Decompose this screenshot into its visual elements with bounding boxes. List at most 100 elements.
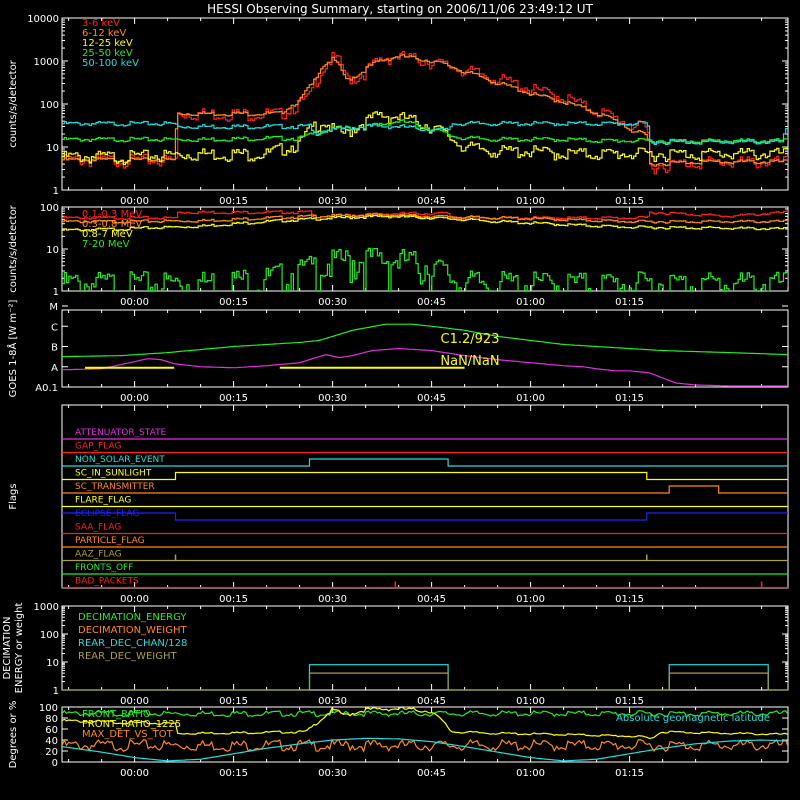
- panel-frame: [61, 309, 789, 388]
- series-max-det-vs-tot: [62, 738, 788, 753]
- flag-label-saa-flag: SAA_FLAG: [75, 523, 121, 533]
- x-tick-label: 00:30: [318, 196, 347, 207]
- series-front-ratio-1225: [62, 707, 788, 740]
- series-50-100-kev: [62, 120, 788, 145]
- series-12-25-kev: [62, 111, 788, 166]
- x-tick-label: 00:15: [219, 594, 248, 605]
- x-tick-label: 00:00: [120, 297, 149, 308]
- flag-label-gap-flag: GAP_FLAG: [75, 442, 121, 452]
- y-axis-label-line2: ENERGY or weight: [14, 603, 25, 694]
- x-tick-label: 00:00: [120, 196, 149, 207]
- y-tick-label: 10000: [27, 14, 59, 25]
- panel-flags: 00:00 00:15 00:30 00:45 01:00 01:15 Flags ATTEN…: [8, 404, 789, 605]
- y-tick-label: 10: [46, 658, 59, 669]
- flag-label-particle-flag: PARTICLE_FLAG: [75, 536, 145, 546]
- legend-50-100-kev: 50-100 keV: [82, 58, 139, 69]
- legend-max-det-vs-tot: MAX_DET_VS_TOT: [82, 729, 174, 740]
- series-goes-short: [62, 348, 788, 387]
- panel-lightcurves-high: 00:00 00:15 00:30 00:45 01:00 01:15 1 10 100 coun…: [8, 203, 789, 308]
- y-tick-label: 100: [39, 703, 58, 714]
- flag-label-eclipse-flag: ECLIPSE_FLAG: [75, 509, 139, 519]
- figure-title: HESSI Observing Summary, starting on 200…: [207, 2, 593, 16]
- y-tick-label: 10: [46, 143, 59, 154]
- x-tick-label: 01:00: [516, 696, 545, 707]
- legend-0-8-7-mev: 0.8-7 MeV: [82, 229, 133, 240]
- x-tick-label: 00:45: [417, 696, 446, 707]
- flag-line-sc-in-sunlight: [62, 471, 788, 481]
- panels-container: 00:00 00:15 00:30 00:45 01:00 01:151101001000…: [2, 14, 789, 779]
- panel-decimation: 00:00 00:15 00:30 00:45 01:00 01:15 1 10 100 1000…: [2, 602, 789, 707]
- flag-line-sc-transmitter: [62, 485, 788, 494]
- x-tick-label: 01:15: [615, 196, 644, 207]
- x-tick-label: 00:15: [219, 393, 248, 404]
- y-tick-label: 1000: [34, 57, 59, 68]
- y-axis-label: GOES 1-8Å [W m⁻²]: [6, 300, 19, 398]
- x-tick-label: 00:00: [120, 696, 149, 707]
- x-tick-label: 00:15: [219, 297, 248, 308]
- flag-line-eclipse-flag: [62, 512, 788, 521]
- y-tick-label: B: [51, 343, 58, 354]
- y-tick-label: M: [49, 302, 58, 313]
- legend-rear-dec-chan-128: REAR_DEC_CHAN/128: [78, 638, 187, 649]
- series-3-6-kev: [62, 50, 788, 175]
- y-tick-label: 20: [45, 747, 58, 758]
- flag-label-flare-flag: FLARE_FLAG: [75, 496, 131, 506]
- legend-25-50-kev: 25-50 keV: [82, 48, 133, 59]
- flag-label-sc-transmitter: SC_TRANSMITTER: [75, 482, 155, 492]
- legend-decimation-energy: DECIMATION_ENERGY: [78, 612, 187, 623]
- legend-6-12-kev: 6-12 keV: [82, 28, 126, 39]
- legend-front-ratio: FRONT_RATIO: [82, 709, 151, 720]
- series-25-50-kev: [62, 119, 788, 144]
- series-group: [62, 707, 788, 762]
- x-tick-label: 01:15: [615, 393, 644, 404]
- series-absolute-geomagnetic-latitude: [62, 737, 788, 762]
- y-tick-label: 100: [40, 203, 59, 214]
- x-tick-label: 01:15: [615, 594, 644, 605]
- panel-ratios: 00:00 00:15 00:30 00:45 01:00 01:15 0204060801…: [8, 701, 789, 779]
- y-axis-label: counts/s/detector: [8, 204, 19, 292]
- x-tick-label: 01:00: [516, 768, 545, 779]
- series-rear-dec-weight: [62, 672, 788, 691]
- y-tick-label: A0.1: [35, 383, 58, 394]
- series-0-3-0-8-mev: [62, 213, 788, 224]
- y-tick-label: 1000: [34, 602, 59, 613]
- legend-rear-dec-weight: REAR_DEC_WEIGHT: [78, 651, 177, 662]
- x-tick-label: 00:15: [219, 196, 248, 207]
- geomagnetic-latitude-label: Absolute geomagnetic latitude: [616, 713, 770, 724]
- flag-label-non-solar-event: NON_SOLAR_EVENT: [75, 455, 165, 465]
- x-tick-label: 01:00: [516, 196, 545, 207]
- x-tick-label: 00:15: [219, 768, 248, 779]
- y-axis-label: counts/s/detector: [8, 59, 19, 147]
- legend-decimation-weight: DECIMATION_WEIGHT: [78, 625, 187, 636]
- y-tick-label: 1: [53, 186, 59, 197]
- series-front-ratio: [62, 709, 788, 718]
- x-tick-label: 00:00: [120, 594, 149, 605]
- y-axis-label: Flags: [8, 483, 19, 509]
- flag-label-aaz-flag: AAZ_FLAG: [75, 550, 122, 560]
- x-tick-label: 00:45: [417, 196, 446, 207]
- legend-front-ratio-1225: FRONT_RATIO_1225: [82, 719, 181, 730]
- x-tick-label: 00:45: [417, 297, 446, 308]
- x-tick-label: 00:15: [219, 696, 248, 707]
- flag-line-non-solar-event: [62, 458, 788, 467]
- y-tick-label: 80: [45, 714, 58, 725]
- x-tick-label: 00:45: [417, 594, 446, 605]
- legend-0-1-0-3-mev: 0.1-0.3 MeV: [82, 209, 142, 220]
- x-tick-label: 00:45: [417, 768, 446, 779]
- flag-label-fronts-off: FRONTS_OFF: [75, 563, 133, 573]
- y-tick-label: 0: [52, 758, 58, 769]
- series-goes-long: [62, 323, 788, 358]
- y-axis-label-line1: DECIMATION: [2, 616, 13, 679]
- flag-label-attenuator-state: ATTENUATOR_STATE: [75, 428, 167, 438]
- x-tick-label: 01:15: [615, 768, 644, 779]
- flag-label-bad-packets: BAD_PACKETS: [75, 577, 139, 587]
- y-tick-label: 100: [40, 630, 59, 641]
- y-tick-label: 40: [45, 736, 58, 747]
- x-tick-label: 01:15: [615, 297, 644, 308]
- y-tick-label: 1: [53, 287, 59, 298]
- series-6-12-kev: [62, 54, 788, 167]
- goes-annotation: C1.2/923: [441, 332, 500, 347]
- x-tick-label: 01:00: [516, 393, 545, 404]
- x-tick-label: 00:30: [318, 393, 347, 404]
